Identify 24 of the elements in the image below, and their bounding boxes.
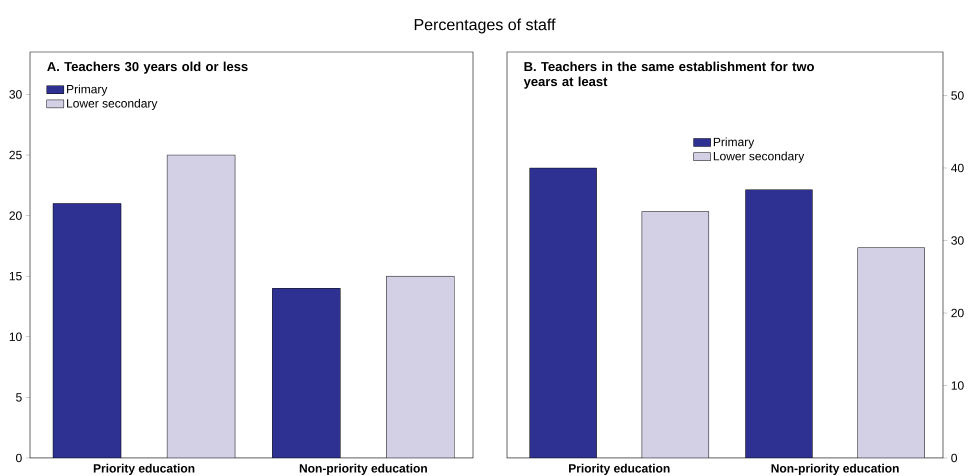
y-tick-label: 10	[10, 332, 22, 342]
text: A. Teachers 30 years old or less	[47, 62, 248, 74]
y-tick-label: 50	[951, 91, 964, 100]
y-tick-label: 10	[952, 381, 964, 390]
x-tick-label: Non-priority education	[300, 464, 427, 475]
y-tick-label: 0	[951, 454, 958, 462]
y-tick-label: 0	[16, 454, 22, 462]
y-tick-label: 30	[9, 90, 22, 99]
y-tick-label: 5	[16, 393, 22, 402]
legend-label: Primary	[67, 84, 108, 96]
y-tick-label: 30	[951, 236, 964, 245]
x-tick-label: Priority education	[569, 464, 670, 475]
y-tick-label: 20	[951, 308, 964, 318]
legend-label: Lower secondary	[67, 98, 158, 110]
legend-label: Primary	[714, 137, 754, 149]
y-tick-label: 20	[9, 211, 22, 220]
text: Percentages of staff	[414, 18, 556, 34]
y-tick-label: 40	[951, 164, 964, 172]
x-tick-label: Non-priority education	[772, 464, 899, 475]
y-tick-label: 15	[10, 272, 22, 280]
text: B. Teachers in the same establishment for two years at least	[524, 62, 814, 89]
y-tick-label: 25	[9, 150, 22, 160]
legend-label: Lower secondary	[714, 152, 804, 163]
x-tick-label: Priority education	[94, 464, 194, 475]
